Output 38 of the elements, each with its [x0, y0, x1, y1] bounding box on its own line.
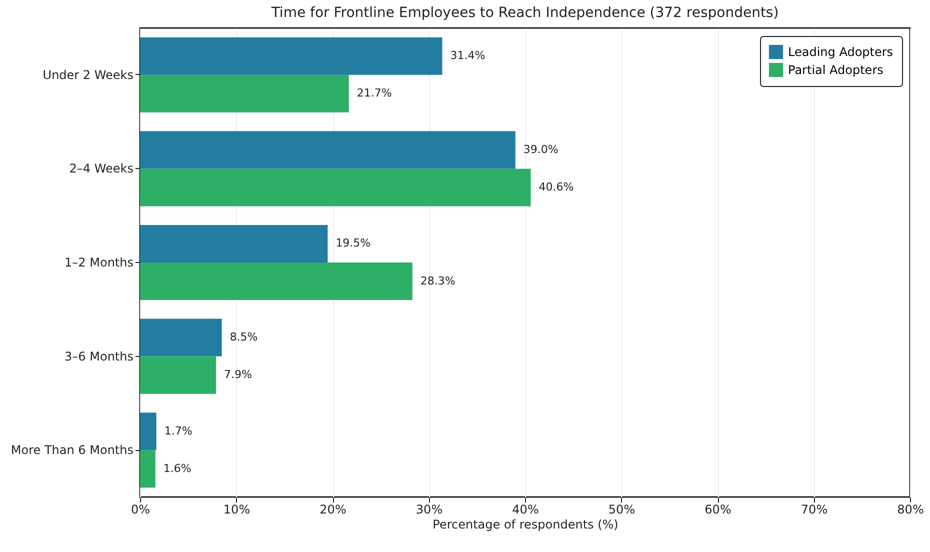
bar [140, 356, 216, 394]
x-tick-label: 10% [223, 502, 250, 516]
bar [140, 168, 531, 206]
x-tick-label: 60% [704, 502, 732, 516]
y-tick-label: Under 2 Weeks [42, 68, 134, 82]
x-tick-label: 40% [512, 502, 539, 516]
data-label: 31.4% [450, 49, 486, 62]
bar [140, 262, 412, 300]
x-tick-label: 50% [608, 502, 636, 516]
bar [140, 74, 349, 112]
legend-label: Partial Adopters [788, 63, 884, 77]
data-label: 21.7% [356, 86, 392, 100]
bar [140, 37, 442, 75]
data-label: 40.6% [538, 180, 574, 194]
x-tick-label: 0% [130, 502, 150, 516]
legend-label: Leading Adopters [788, 45, 894, 59]
x-axis-title: Percentage of respondents (%) [432, 518, 618, 532]
y-tick-label: 3–6 Months [64, 349, 134, 364]
x-tick-label: 70% [800, 502, 828, 516]
data-label: 8.5% [230, 330, 258, 344]
y-tick-label: More Than 6 Months [10, 443, 134, 458]
data-label: 28.3% [420, 274, 456, 288]
bar [140, 224, 328, 262]
bar [140, 412, 156, 450]
data-label: 19.5% [336, 236, 371, 250]
bar [140, 131, 516, 169]
y-tick-label: 1–2 Months [64, 256, 134, 270]
x-tick-label: 30% [416, 502, 443, 516]
data-label: 1.6% [163, 462, 192, 475]
y-tick-label: 2–4 Weeks [69, 162, 134, 176]
bar [140, 318, 222, 356]
x-tick-label: 20% [320, 502, 346, 516]
chart-title: Time for Frontline Employees to Reach Independence (372 respondents) [270, 5, 779, 21]
data-label: 39.0% [523, 142, 558, 156]
x-tick-label: 80% [897, 502, 924, 516]
bar [140, 450, 156, 488]
data-label: 1.7% [164, 424, 192, 438]
data-label: 7.9% [224, 368, 252, 382]
